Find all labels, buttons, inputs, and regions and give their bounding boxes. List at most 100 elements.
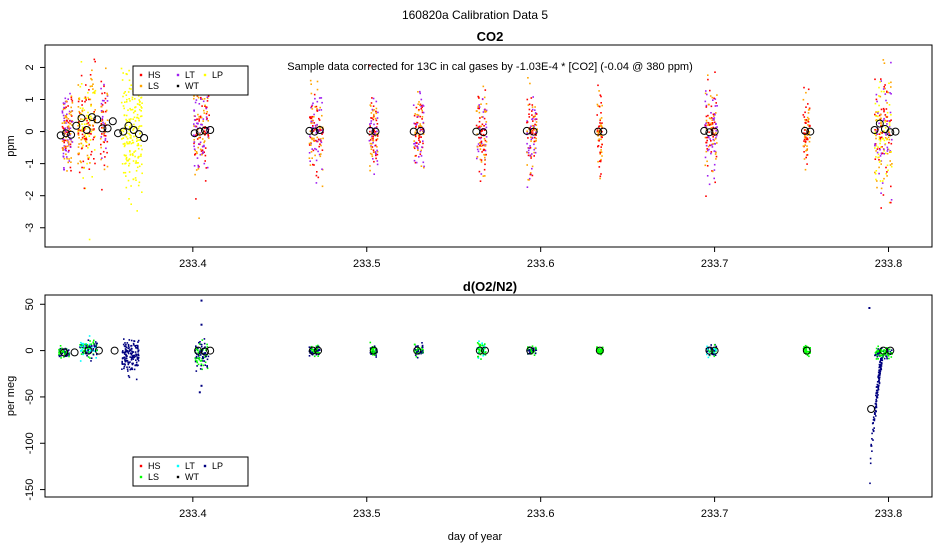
co2-point-lt xyxy=(884,132,887,135)
o2n2-point-lt xyxy=(481,342,483,344)
o2n2-outlier-point xyxy=(200,299,203,302)
o2n2-point-ls xyxy=(876,354,878,357)
o2n2-y-axis-label: per meg xyxy=(5,376,17,416)
o2n2-point-ls xyxy=(414,350,416,352)
co2-point-lt xyxy=(103,83,105,86)
o2n2-point-lp xyxy=(710,344,712,346)
o2n2-point-lp xyxy=(130,353,133,356)
o2n2-point-ls xyxy=(601,350,604,353)
co2-point-hs xyxy=(316,171,318,173)
co2-point-ls xyxy=(712,170,714,173)
co2-point-lp xyxy=(139,115,142,118)
co2-point-ls xyxy=(373,109,375,111)
co2-point-hs xyxy=(420,136,422,138)
co2-point-lp xyxy=(129,154,132,156)
o2n2-point-lp xyxy=(715,345,718,348)
co2-point-lp xyxy=(83,123,86,125)
o2n2-point-ls xyxy=(66,350,68,353)
co2-point-lt xyxy=(526,186,529,188)
co2-point-ls xyxy=(712,143,714,145)
o2n2-point-lp xyxy=(200,345,203,348)
co2-point-lp xyxy=(888,82,890,85)
co2-point-hs xyxy=(484,139,487,142)
co2-point-ls xyxy=(65,100,68,102)
co2-point-ls xyxy=(66,139,68,142)
co2-point-ls xyxy=(531,165,534,168)
co2-point-ls xyxy=(879,131,882,134)
o2n2-point-ls xyxy=(707,349,710,352)
co2-point-lt xyxy=(882,88,885,90)
co2-point-lt xyxy=(526,132,528,134)
o2n2-point-lp xyxy=(135,347,137,349)
co2-point-lt xyxy=(369,127,371,129)
co2-legend-swatch-ls xyxy=(139,84,143,88)
o2n2-point-lp xyxy=(130,339,133,342)
co2-point-ls xyxy=(704,164,707,167)
o2n2-point-ls xyxy=(317,351,319,354)
co2-point-ls xyxy=(807,112,810,114)
o2n2-mean-marker xyxy=(867,405,876,413)
o2n2-point-lp xyxy=(58,355,61,358)
co2-point-lt xyxy=(534,109,536,111)
co2-point-ls xyxy=(806,149,808,151)
co2-point-ls xyxy=(316,108,318,110)
co2-point-ls xyxy=(808,140,811,143)
o2n2-point-ls xyxy=(420,349,422,352)
co2-point-hs xyxy=(704,124,707,127)
o2n2-point-lp xyxy=(532,349,534,352)
co2-point-ls xyxy=(369,104,372,106)
co2-point-hs xyxy=(710,151,713,153)
o2n2-drift-point xyxy=(874,412,876,415)
co2-point-lp xyxy=(140,125,143,127)
co2-point-lp xyxy=(136,210,138,212)
o2n2-point-ls xyxy=(316,347,318,350)
co2-point-lt xyxy=(420,98,423,101)
co2-point-ls xyxy=(311,157,313,159)
co2-point-lt xyxy=(64,127,66,130)
o2n2-point-lp xyxy=(128,339,131,341)
o2n2-point-ls xyxy=(890,356,893,358)
co2-point-ls xyxy=(710,122,713,124)
co2-point-hs xyxy=(317,176,320,179)
o2n2-point-lp xyxy=(529,351,532,354)
co2-point-hs xyxy=(418,126,420,128)
o2n2-point-ls xyxy=(809,352,811,354)
co2-point-lt xyxy=(62,102,65,104)
co2-point-hs xyxy=(101,92,103,95)
o2n2-point-ls xyxy=(890,351,893,354)
co2-point-lp xyxy=(134,150,137,152)
o2n2-point-lp xyxy=(199,343,202,346)
co2-point-lp xyxy=(140,110,142,112)
co2-point-hs xyxy=(600,112,602,114)
co2-point-hs xyxy=(874,129,876,131)
co2-point-hs xyxy=(803,138,806,141)
co2-point-ls xyxy=(527,77,529,79)
o2n2-outlier-point xyxy=(868,307,871,309)
co2-point-lt xyxy=(70,138,72,141)
co2-point-lt xyxy=(880,152,883,154)
co2-mean-marker xyxy=(416,126,425,135)
co2-point-lt xyxy=(531,167,533,170)
co2-point-hs xyxy=(101,119,104,121)
co2-point-ls xyxy=(70,140,73,143)
co2-point-hs xyxy=(312,125,314,127)
co2-point-ls xyxy=(89,124,92,127)
o2n2-point-ls xyxy=(535,348,537,350)
co2-point-lp xyxy=(135,160,137,162)
co2-point-lt xyxy=(419,90,421,93)
o2n2-point-lp xyxy=(67,352,69,355)
co2-point-lt xyxy=(423,165,425,168)
co2-point-hs xyxy=(196,118,198,120)
o2n2-point-ls xyxy=(203,356,206,359)
o2n2-point-lp xyxy=(126,350,128,353)
o2n2-point-lp xyxy=(92,349,95,352)
o2n2-point-ls xyxy=(310,345,313,348)
o2n2-point-ls xyxy=(883,354,885,356)
o2n2-mean-markers xyxy=(60,346,895,413)
co2-point-ls xyxy=(484,156,486,159)
co2-point-lp xyxy=(120,129,123,132)
co2-point-lp xyxy=(136,137,138,140)
co2-point-ls xyxy=(90,103,92,106)
co2-point-ls xyxy=(370,143,373,145)
co2-point-lp xyxy=(134,162,137,164)
